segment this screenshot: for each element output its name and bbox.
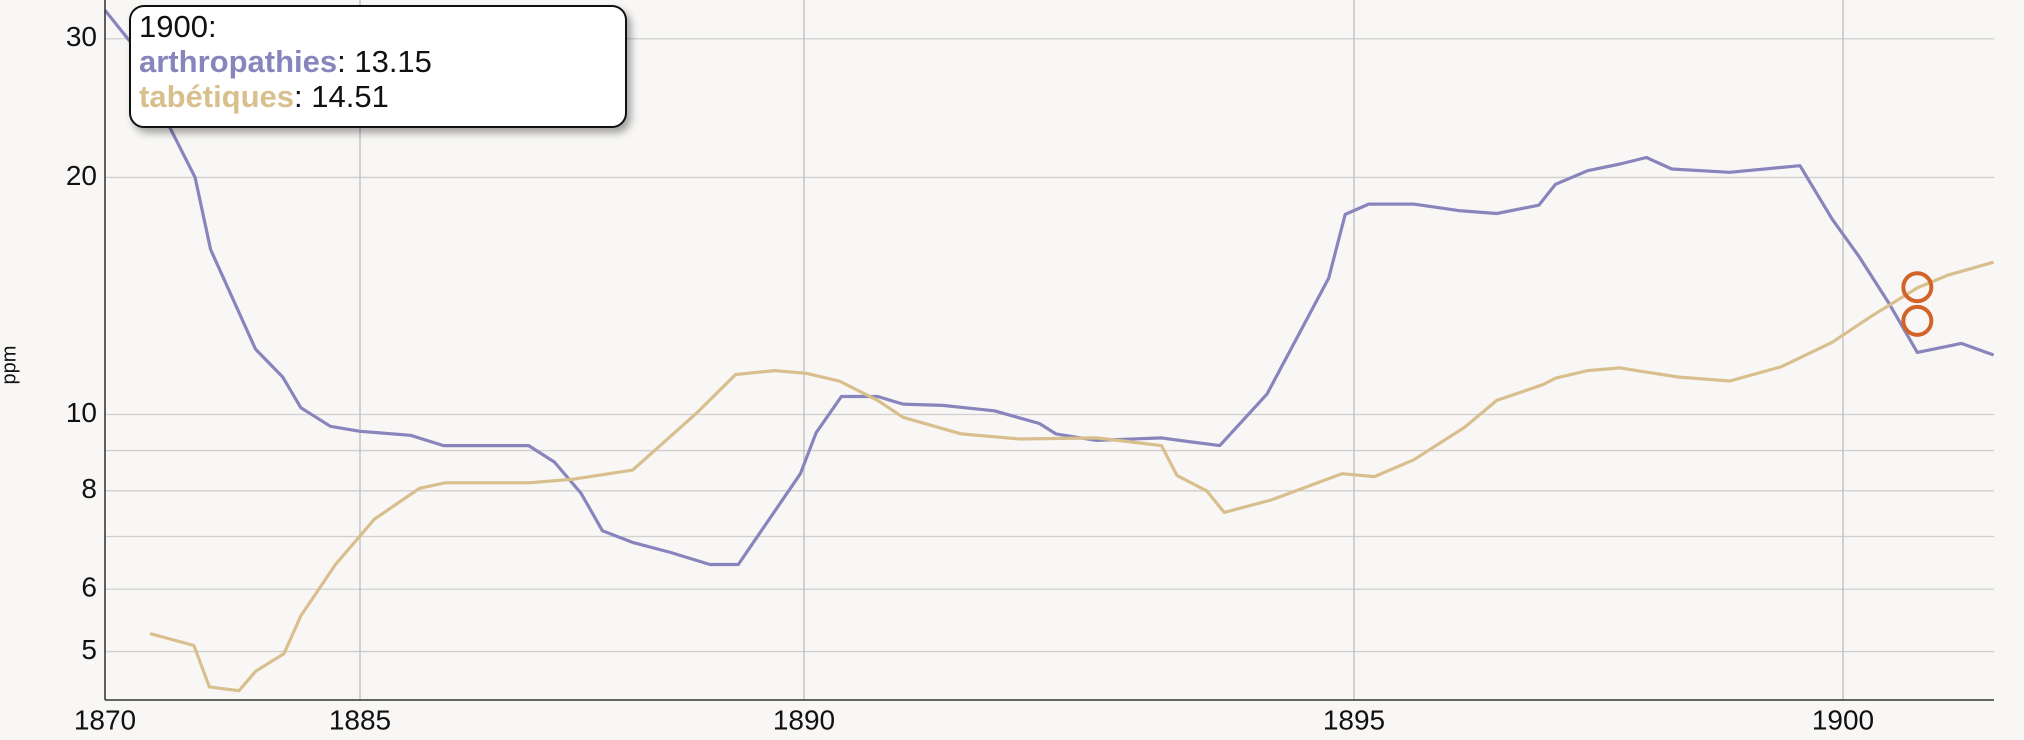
- y-tick-label: 5: [81, 634, 97, 665]
- tooltip-series: arthropathies: [139, 44, 337, 79]
- x-tick-label: 1890: [773, 704, 835, 735]
- tooltip-value: : 14.51: [294, 79, 389, 114]
- hover-marker: [1901, 271, 1934, 304]
- series-line: [149, 260, 1995, 693]
- x-tick-label: 1870: [74, 704, 136, 735]
- lines: [103, 9, 1995, 693]
- tooltip-row: arthropathies: 13.15: [139, 44, 432, 79]
- y-tick-label: 6: [81, 572, 97, 603]
- y-axis-label: ppm: [0, 346, 20, 385]
- hover-marker: [1901, 304, 1934, 337]
- x-tick-label: 1895: [1323, 704, 1385, 735]
- x-tick-label: 1900: [1812, 704, 1874, 735]
- tooltip-value: : 13.15: [337, 44, 432, 79]
- tooltip-row: tabétiques: 14.51: [139, 79, 389, 114]
- x-tick-label: 1885: [329, 704, 391, 735]
- y-tick-label: 20: [66, 160, 97, 191]
- tooltip: 1900: arthropathies: 13.15 tabétiques: 1…: [129, 5, 627, 128]
- series-line: [103, 9, 1995, 567]
- tooltip-title: 1900:: [139, 9, 217, 44]
- axes: 5 6 8 10 20 30 1870 1885 1890 1895 1900: [66, 0, 1994, 735]
- y-tick-label: 10: [66, 397, 97, 428]
- tooltip-box: [129, 5, 627, 128]
- tooltip-series: tabétiques: [139, 79, 294, 114]
- y-tick-label: 30: [66, 21, 97, 52]
- y-tick-label: 8: [81, 473, 97, 504]
